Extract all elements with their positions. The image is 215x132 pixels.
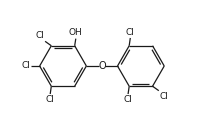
Text: Cl: Cl: [46, 95, 55, 104]
Text: OH: OH: [69, 28, 83, 37]
Text: Cl: Cl: [160, 92, 169, 101]
Text: Cl: Cl: [22, 62, 30, 70]
Text: Cl: Cl: [126, 28, 135, 37]
Text: O: O: [98, 61, 106, 71]
Text: Cl: Cl: [35, 31, 44, 40]
Text: Cl: Cl: [124, 95, 132, 104]
